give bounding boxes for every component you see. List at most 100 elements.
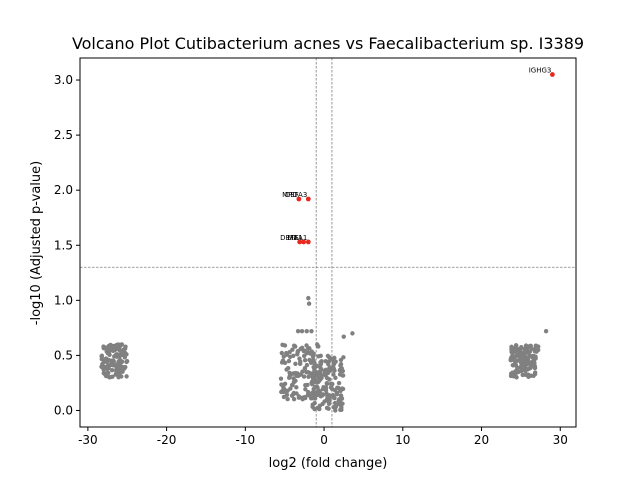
point-not-significant xyxy=(124,358,130,364)
point-not-significant xyxy=(305,350,311,355)
y-tick-label: 3.0 xyxy=(54,73,73,87)
point-not-significant xyxy=(319,359,324,364)
point-not-significant xyxy=(311,359,317,365)
point-not-significant xyxy=(281,389,286,395)
point-not-significant xyxy=(512,346,518,352)
point-not-significant xyxy=(311,351,316,356)
point-not-significant xyxy=(543,328,549,334)
point-not-significant xyxy=(516,351,521,356)
point-not-significant xyxy=(522,346,527,352)
point-not-significant xyxy=(296,395,302,400)
point-not-significant xyxy=(331,394,336,399)
point-not-significant xyxy=(508,358,513,363)
point-not-significant xyxy=(524,359,529,365)
point-not-significant xyxy=(528,363,534,368)
point-not-significant xyxy=(331,372,336,377)
point-not-significant xyxy=(290,347,295,352)
point-not-significant xyxy=(315,391,320,397)
point-not-significant xyxy=(291,353,296,358)
point-not-significant xyxy=(120,348,126,353)
point-not-significant xyxy=(536,344,541,349)
point-not-significant xyxy=(532,365,538,371)
point-not-significant xyxy=(285,366,291,371)
point-not-significant xyxy=(296,373,302,378)
point-not-significant xyxy=(531,373,536,378)
point-not-significant xyxy=(526,372,531,378)
point-not-significant xyxy=(324,381,330,386)
point-not-significant xyxy=(512,371,518,376)
point-not-significant xyxy=(326,361,331,367)
point-not-significant xyxy=(522,372,528,377)
point-not-significant xyxy=(289,393,295,398)
point-not-significant xyxy=(115,345,120,350)
point-label-defa3: DEFA3 xyxy=(285,191,307,199)
point-not-significant xyxy=(297,356,302,361)
point-not-significant xyxy=(301,374,307,379)
point-not-significant xyxy=(119,374,124,379)
point-not-significant xyxy=(338,402,343,407)
point-not-significant xyxy=(284,352,290,357)
point-significant-ighg3 xyxy=(549,72,555,77)
point-not-significant xyxy=(338,357,344,363)
point-not-significant xyxy=(294,385,299,390)
point-not-significant xyxy=(302,365,308,371)
point-not-significant xyxy=(299,328,305,334)
point-not-significant xyxy=(307,371,313,376)
point-not-significant xyxy=(291,380,297,385)
point-not-significant xyxy=(118,367,124,373)
point-not-significant xyxy=(316,371,321,377)
point-significant-mea1 xyxy=(305,239,311,245)
point-not-significant xyxy=(291,397,297,402)
point-not-significant xyxy=(336,386,342,391)
point-significant-defa3 xyxy=(305,196,311,202)
y-tick-label: 0.5 xyxy=(54,348,73,362)
point-not-significant xyxy=(331,358,336,364)
point-not-significant xyxy=(285,388,290,393)
point-not-significant xyxy=(331,404,336,410)
point-significant-mpo xyxy=(296,196,302,202)
point-not-significant xyxy=(282,360,288,366)
point-not-significant xyxy=(99,353,105,358)
point-not-significant xyxy=(312,367,317,373)
point-not-significant xyxy=(325,397,330,402)
point-not-significant xyxy=(315,342,320,347)
point-not-significant xyxy=(338,393,344,398)
point-not-significant xyxy=(529,346,534,351)
point-not-significant xyxy=(285,396,290,402)
point-significant-defa1 xyxy=(301,239,306,245)
point-not-significant xyxy=(533,356,538,361)
point-not-significant xyxy=(509,344,514,350)
point-not-significant xyxy=(303,387,308,392)
y-tick-label: 2.0 xyxy=(54,183,73,197)
point-not-significant xyxy=(536,347,541,353)
point-not-significant xyxy=(105,363,110,369)
point-not-significant xyxy=(301,395,306,401)
point-not-significant xyxy=(286,358,292,364)
point-not-significant xyxy=(340,373,346,378)
point-not-significant xyxy=(513,360,518,366)
point-label-ighg3: IGHG3 xyxy=(529,67,552,75)
point-not-significant xyxy=(333,375,338,380)
point-not-significant xyxy=(105,349,111,354)
point-significant-ltf xyxy=(297,239,303,245)
point-not-significant xyxy=(281,384,286,390)
point-not-significant xyxy=(314,384,320,389)
point-not-significant xyxy=(123,344,128,349)
point-not-significant xyxy=(321,384,326,390)
point-not-significant xyxy=(279,350,285,356)
point-not-significant xyxy=(284,392,290,397)
point-not-significant xyxy=(323,367,329,373)
plot-frame xyxy=(79,57,577,428)
point-not-significant xyxy=(304,328,309,334)
y-tick-label: 1.0 xyxy=(54,293,73,307)
point-not-significant xyxy=(103,373,109,379)
point-not-significant xyxy=(124,374,129,379)
point-not-significant xyxy=(313,364,318,369)
point-not-significant xyxy=(514,375,519,380)
point-not-significant xyxy=(321,372,327,377)
point-not-significant xyxy=(112,354,117,359)
point-not-significant xyxy=(310,382,315,387)
